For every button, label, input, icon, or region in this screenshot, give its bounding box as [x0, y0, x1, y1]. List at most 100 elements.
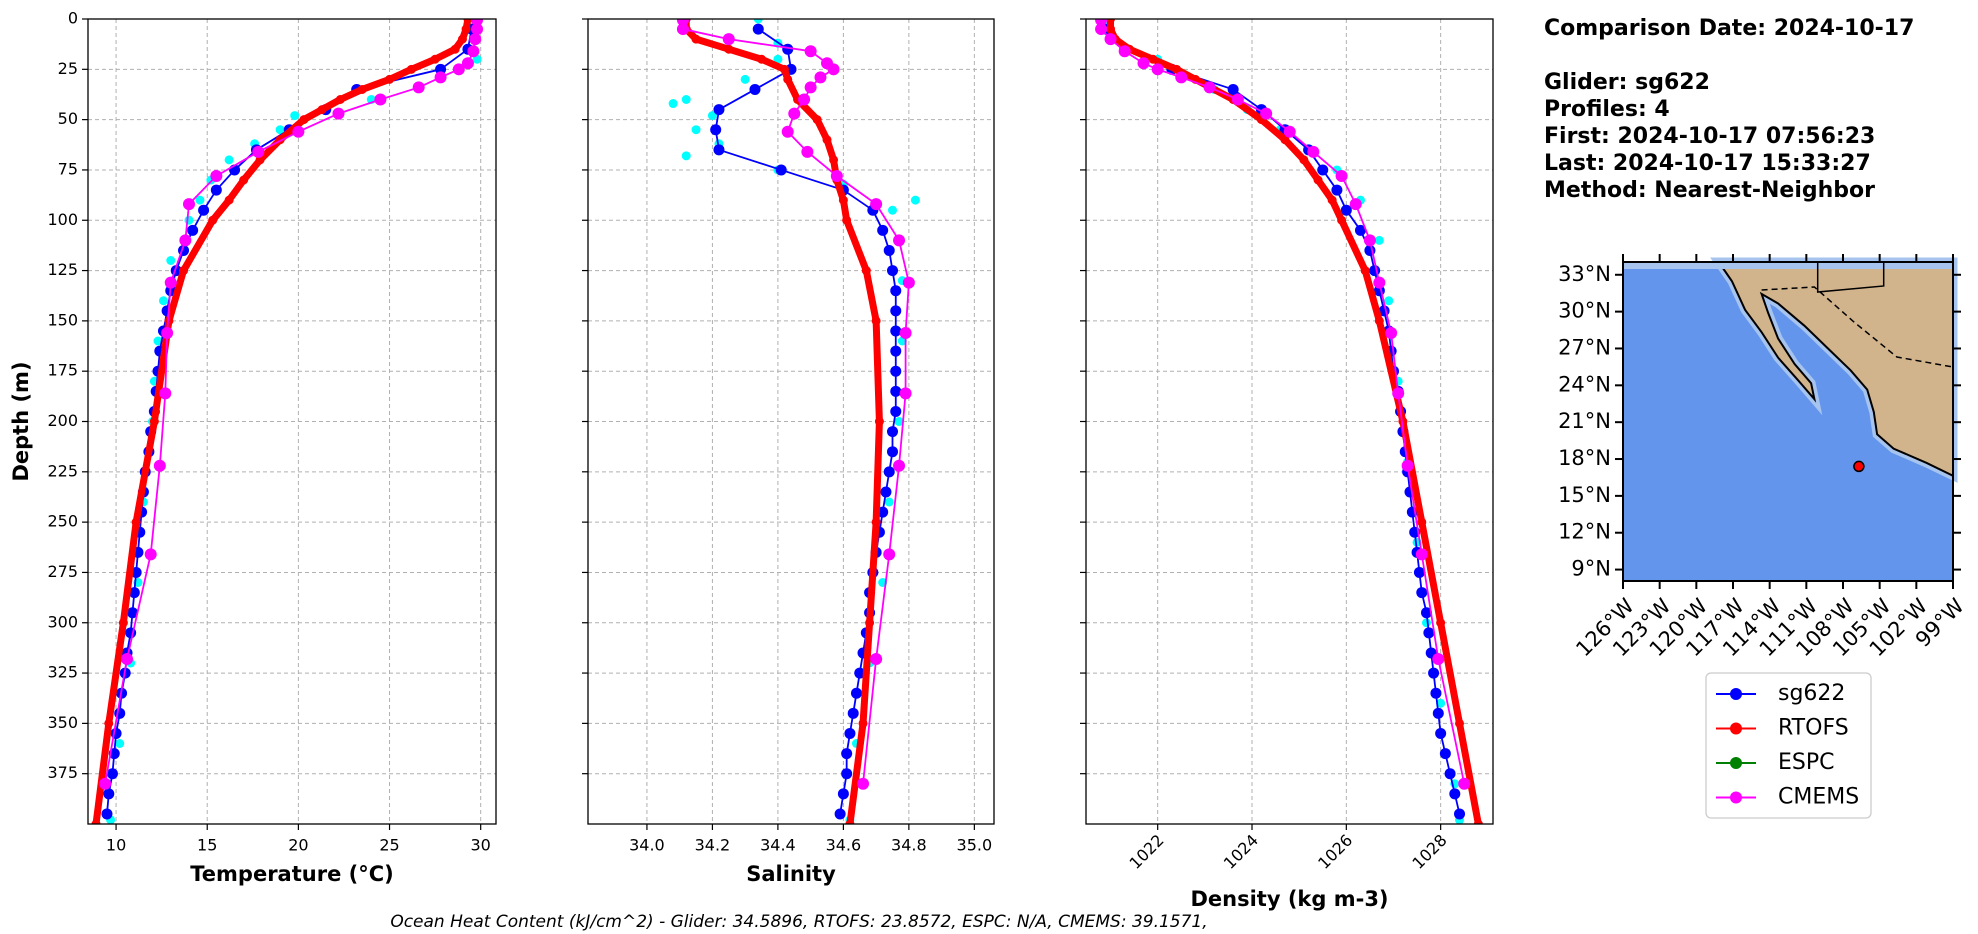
data-point — [707, 111, 717, 121]
legend-marker — [1730, 722, 1742, 735]
data-point — [1384, 296, 1394, 306]
y-tick-label: 100 — [47, 210, 78, 229]
x-tick-label: 1022 — [1125, 831, 1167, 873]
data-point — [461, 57, 474, 70]
data-point — [317, 105, 327, 115]
y-tick-label: 21°N — [1558, 409, 1611, 433]
y-tick-label: 350 — [47, 713, 78, 732]
data-point — [239, 175, 249, 185]
data-point — [161, 326, 174, 339]
panel: 34.0 34.2 34.4 34.6 34.8 35.0 Salinity — [582, 18, 995, 886]
data-point — [131, 517, 141, 527]
x-tick-label: 34.0 — [629, 836, 665, 855]
legend-marker — [1730, 688, 1742, 700]
data-point — [1385, 326, 1398, 339]
data-point — [430, 54, 440, 64]
data-point — [710, 124, 722, 136]
data-point — [1118, 45, 1131, 58]
data-point — [1363, 234, 1376, 247]
data-point — [224, 195, 234, 205]
data-point — [299, 115, 309, 125]
data-point — [668, 99, 678, 109]
glider-location — [1853, 460, 1865, 473]
profile-line — [1100, 20, 1466, 784]
data-point — [812, 115, 822, 125]
info-line: Glider: sg622 — [1544, 70, 1710, 95]
series-group — [91, 19, 484, 824]
data-point — [104, 718, 114, 728]
data-point — [676, 23, 689, 36]
y-tick-label: 275 — [47, 562, 78, 581]
legend-marker — [1730, 791, 1742, 804]
data-point — [463, 19, 473, 24]
data-point — [829, 155, 839, 165]
data-point — [871, 517, 881, 527]
x-tick-label: 25 — [379, 836, 399, 855]
data-point — [854, 667, 866, 679]
data-point — [890, 405, 902, 417]
data-point — [842, 215, 852, 225]
data-point — [198, 204, 210, 216]
y-tick-label: 300 — [47, 612, 78, 631]
info-line: Method: Nearest-Neighbor — [1544, 178, 1875, 203]
data-point — [883, 466, 895, 478]
data-point — [1430, 687, 1442, 699]
y-tick-label: 9°N — [1571, 557, 1611, 581]
data-point — [804, 45, 817, 58]
data-point — [894, 417, 904, 426]
data-point — [1106, 19, 1116, 24]
data-point — [887, 265, 898, 277]
info-line: Profiles: 4 — [1544, 97, 1670, 122]
data-point — [753, 19, 763, 24]
data-point — [1175, 71, 1188, 84]
x-tick-label: 1024 — [1220, 831, 1262, 873]
data-point — [335, 95, 345, 104]
data-point — [128, 587, 140, 599]
data-point — [164, 316, 174, 326]
data-point — [469, 33, 482, 46]
data-point — [1423, 627, 1435, 639]
data-point — [1421, 607, 1433, 619]
legend-label: CMEMS — [1778, 785, 1859, 810]
plot-frame — [1085, 18, 1494, 825]
profile-line — [104, 20, 478, 784]
data-point — [471, 23, 484, 36]
y-tick-label: 25 — [58, 59, 78, 78]
data-point — [1283, 125, 1296, 138]
data-point — [1227, 83, 1239, 95]
data-point — [434, 71, 447, 84]
data-point — [357, 84, 367, 94]
data-point — [691, 34, 701, 44]
data-point — [752, 23, 764, 35]
data-point — [1151, 63, 1164, 76]
data-point — [461, 24, 471, 34]
data-point — [126, 607, 138, 619]
legend-box — [1705, 672, 1872, 819]
data-point — [110, 727, 122, 739]
data-point — [775, 164, 787, 176]
data-point — [385, 74, 395, 84]
data-point — [412, 81, 425, 94]
border — [1761, 286, 1954, 368]
data-point — [1231, 93, 1244, 106]
data-point — [103, 788, 115, 800]
panel: 0 25 50 75 100 125 150 175 200 225 250 275 300 325 350… — [9, 9, 497, 886]
data-point — [1335, 169, 1348, 182]
data-point — [837, 788, 849, 800]
data-point — [740, 74, 750, 84]
data-point — [166, 256, 176, 265]
data-point — [406, 64, 416, 74]
data-point — [838, 195, 848, 205]
x-tick-label: 20 — [288, 836, 308, 855]
data-point — [1106, 24, 1116, 34]
border — [1816, 262, 1885, 293]
data-point — [870, 652, 883, 665]
data-point — [1172, 64, 1182, 74]
data-point — [1454, 808, 1466, 820]
data-point — [1360, 266, 1370, 276]
x-tick-label: 34.4 — [760, 836, 796, 855]
data-point — [722, 33, 735, 46]
data-point — [887, 446, 898, 458]
legend-marker — [1730, 757, 1742, 769]
data-point — [1415, 548, 1428, 561]
